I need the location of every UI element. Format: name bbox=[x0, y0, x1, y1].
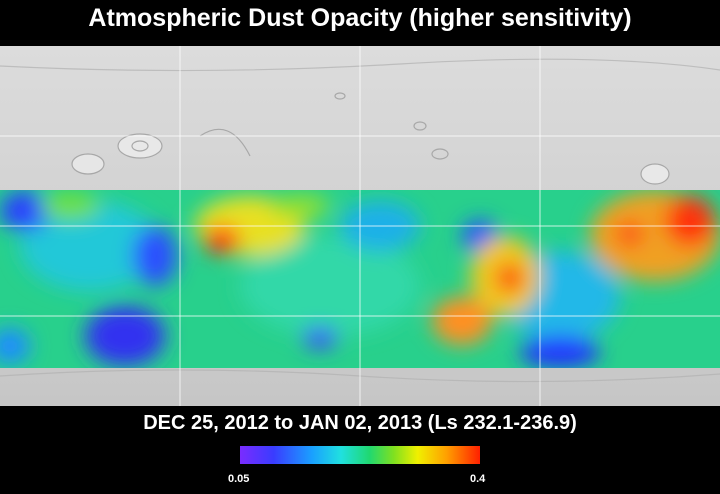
date-range-label: DEC 25, 2012 to JAN 02, 2013 (Ls 232.1-2… bbox=[143, 412, 577, 434]
figure-title: Atmospheric Dust Opacity (higher sensiti… bbox=[88, 4, 632, 32]
terrain-features bbox=[0, 58, 720, 383]
lat-lon-grid bbox=[0, 46, 720, 406]
colorbar-max-label: 0.4 bbox=[470, 473, 486, 485]
colorbar bbox=[240, 446, 480, 464]
colorbar-min-label: 0.05 bbox=[228, 473, 250, 485]
mars-map bbox=[0, 46, 720, 406]
